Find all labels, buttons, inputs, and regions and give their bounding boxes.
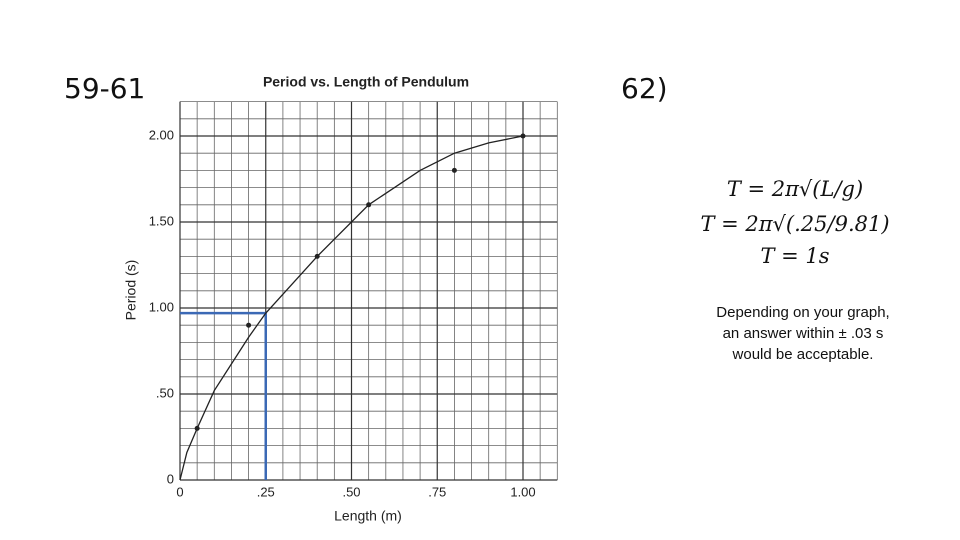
- data-point: [194, 425, 200, 431]
- data-point: [246, 322, 252, 328]
- x-tick-label: .50: [342, 484, 360, 499]
- equation: T = 2π√(L/g): [726, 177, 864, 201]
- equation: T = 2π√(.25/9.81): [700, 212, 890, 236]
- x-tick-label: 0: [176, 484, 183, 499]
- y-tick-label: 0: [167, 471, 174, 486]
- x-tick-label: .25: [257, 484, 275, 499]
- x-tick-label: 1.00: [510, 484, 535, 499]
- data-point: [451, 167, 457, 173]
- y-tick-label: 1.50: [149, 213, 174, 228]
- slide-label: 59-61: [64, 72, 146, 105]
- equation: T = 1s: [760, 244, 830, 268]
- y-tick-label: .50: [156, 385, 174, 400]
- y-tick-label: 1.00: [149, 299, 174, 314]
- fit-curve: [179, 135, 524, 481]
- x-tick-label: .75: [428, 484, 446, 499]
- chart: Period vs. Length of Pendulum Length (m)…: [123, 74, 558, 524]
- y-tick-label: 2.00: [149, 127, 174, 142]
- note: Depending on your graph, an answer withi…: [716, 304, 890, 363]
- x-axis-label: Length (m): [334, 508, 402, 524]
- data-point: [520, 133, 526, 139]
- data-point: [366, 202, 372, 208]
- y-axis-label: Period (s): [123, 260, 139, 321]
- data-point: [314, 253, 320, 259]
- slide-label: 62): [621, 72, 668, 105]
- chart-title: Period vs. Length of Pendulum: [263, 74, 469, 90]
